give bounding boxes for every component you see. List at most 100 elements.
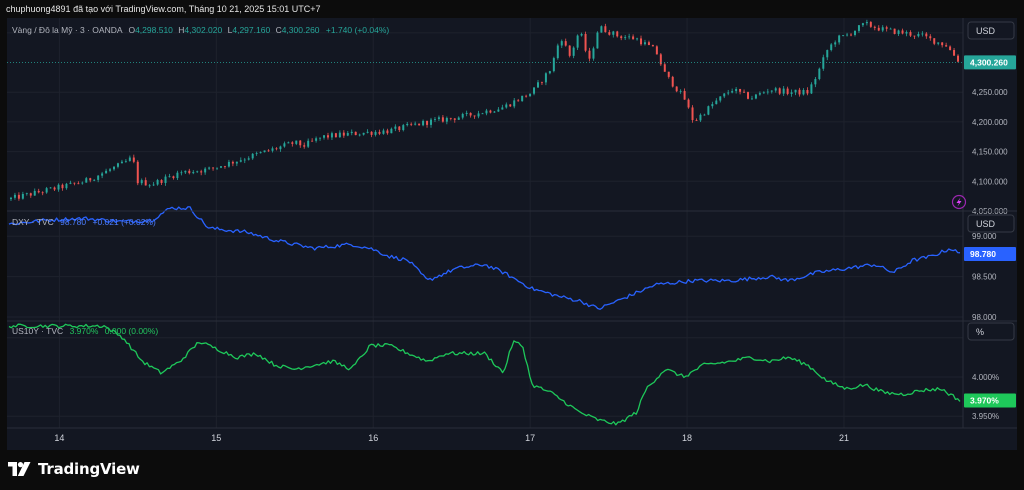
candle-body	[620, 36, 623, 39]
candle-body	[861, 23, 864, 26]
candle-body	[53, 187, 56, 190]
lightning-icon[interactable]	[951, 194, 967, 210]
candle-body	[128, 157, 131, 161]
y-tick-label: 99.000	[972, 232, 997, 241]
candle-body	[255, 153, 258, 154]
candle-body	[869, 22, 872, 27]
candle-body	[41, 192, 44, 194]
dxy-legend-title: DXY · TVC	[12, 217, 54, 227]
last-price-badge	[964, 393, 1016, 408]
candle-body	[243, 159, 246, 161]
candle-body	[556, 45, 559, 59]
candle-body	[925, 33, 928, 37]
candle-body	[901, 30, 904, 34]
us10y-line	[8, 323, 961, 426]
gold-low-value: 4,297.160	[232, 25, 270, 35]
candle-body	[655, 46, 658, 55]
candle-body	[422, 120, 425, 126]
chart-frame[interactable]: 1415161718214,350.0004,250.0004,200.0004…	[0, 18, 1024, 450]
candle-body	[33, 190, 36, 196]
candle-body	[695, 120, 698, 121]
candle-body	[319, 137, 322, 139]
candle-body	[596, 32, 599, 49]
candle-body	[826, 50, 829, 58]
us10y-unit-button[interactable]: %	[967, 322, 1015, 341]
candle-body	[770, 90, 773, 92]
candle-body	[247, 158, 250, 160]
candle-body	[219, 166, 222, 168]
y-tick-label: 98.500	[972, 273, 997, 282]
candle-body	[707, 106, 710, 115]
x-tick-label: 18	[682, 433, 692, 443]
candle-body	[437, 117, 440, 120]
candle-body	[21, 193, 24, 199]
candle-body	[600, 26, 603, 33]
candle-body	[25, 193, 28, 195]
candle-body	[350, 131, 353, 134]
candle-body	[909, 32, 912, 36]
last-price-badge	[964, 246, 1016, 261]
candle-body	[683, 90, 686, 100]
gold-open-value: 4,298.510	[135, 25, 173, 35]
candle-body	[802, 90, 805, 95]
candle-body	[97, 175, 100, 180]
candle-body	[846, 34, 849, 36]
candle-body	[933, 38, 936, 44]
candle-body	[560, 41, 563, 46]
candle-body	[873, 26, 876, 28]
candle-body	[628, 36, 631, 38]
y-tick-label: 4,200.000	[972, 118, 1008, 127]
candle-body	[663, 64, 666, 72]
candle-body	[647, 42, 650, 46]
candle-body	[101, 173, 104, 176]
candle-body	[441, 117, 444, 122]
candle-body	[687, 99, 690, 108]
candle-body	[517, 100, 520, 102]
candle-body	[362, 132, 365, 135]
candle-body	[525, 95, 528, 97]
candle-body	[315, 138, 318, 141]
candle-body	[576, 35, 579, 48]
y-tick-label: 4,250.000	[972, 88, 1008, 97]
candle-body	[564, 41, 567, 46]
candle-body	[116, 163, 119, 167]
candle-body	[727, 92, 730, 94]
candle-body	[69, 182, 72, 184]
candle-body	[671, 76, 674, 87]
dxy-line	[8, 206, 961, 310]
candle-body	[691, 107, 694, 121]
candle-body	[204, 168, 207, 173]
brand-footer: TradingView	[8, 460, 140, 478]
plot-layer	[7, 19, 963, 426]
candle-body	[592, 48, 595, 59]
candle-body	[208, 167, 211, 169]
candle-body	[311, 140, 314, 142]
dxy-currency-button[interactable]: USD	[967, 214, 1015, 233]
last-price-badge-label: 4,300.260	[970, 57, 1008, 67]
candle-body	[346, 133, 349, 136]
candle-body	[703, 114, 706, 116]
candle-body	[469, 112, 472, 116]
gold-high-key: H	[178, 25, 184, 35]
gold-currency-button[interactable]: USD	[967, 21, 1015, 40]
candle-body	[830, 44, 833, 51]
chart-background	[7, 18, 1017, 450]
candle-body	[731, 91, 734, 93]
x-tick-label: 15	[211, 433, 221, 443]
candle-body	[501, 107, 504, 110]
candle-body	[235, 161, 238, 164]
gold-open-key: O	[128, 25, 135, 35]
candle-body	[394, 126, 397, 129]
candle-body	[414, 123, 417, 125]
candle-body	[624, 37, 627, 39]
gold-high-value: 4,302.020	[184, 25, 222, 35]
candle-body	[881, 27, 884, 31]
tradingview-logo-icon	[8, 462, 31, 476]
candle-body	[418, 123, 421, 126]
candle-body	[616, 31, 619, 37]
candle-body	[267, 150, 270, 152]
candle-body	[283, 143, 286, 147]
candle-body	[410, 123, 413, 125]
candle-body	[323, 135, 326, 138]
candle-body	[366, 131, 369, 133]
